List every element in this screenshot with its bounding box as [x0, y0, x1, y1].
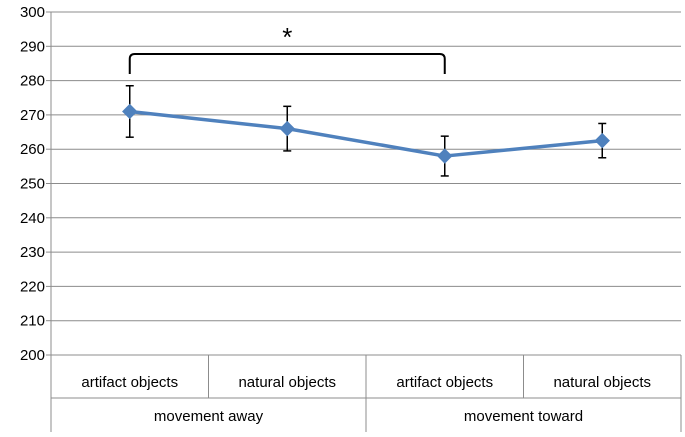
y-tick-label: 240	[20, 210, 45, 227]
axes	[46, 11, 682, 432]
y-axis-tick-labels: 200 210 220 230 240 250 260 270 280 290 300	[20, 4, 45, 364]
y-tick-label: 290	[20, 38, 45, 55]
x-category-label: natural objects	[238, 374, 336, 391]
significance-bracket	[128, 53, 446, 74]
data-point	[594, 132, 610, 149]
error-bars	[125, 84, 607, 177]
significance-star: *	[282, 22, 292, 52]
series	[122, 103, 610, 164]
y-tick-label: 250	[20, 176, 45, 193]
y-tick-label: 260	[20, 141, 45, 158]
x-category-label: artifact objects	[81, 374, 178, 391]
x-group-label: movement toward	[464, 408, 583, 425]
data-point	[279, 120, 295, 137]
y-tick-label: 280	[20, 73, 45, 90]
y-tick-label: 270	[20, 107, 45, 124]
x-group-label: movement away	[154, 408, 264, 425]
series-line	[129, 109, 603, 158]
data-point	[122, 103, 138, 120]
x-category-label: artifact objects	[396, 374, 493, 391]
y-tick-label: 200	[20, 347, 45, 364]
data-point	[437, 148, 453, 164]
x-category-label: natural objects	[553, 374, 651, 391]
y-tick-label: 230	[20, 244, 45, 261]
gridlines	[51, 11, 681, 322]
y-tick-label: 300	[20, 4, 45, 21]
significance-annotation: *	[128, 22, 446, 74]
y-tick-label: 210	[20, 313, 45, 330]
y-tick-label: 220	[20, 278, 45, 295]
x-axis-category-labels: artifact objects natural objects artifact …	[81, 374, 651, 425]
